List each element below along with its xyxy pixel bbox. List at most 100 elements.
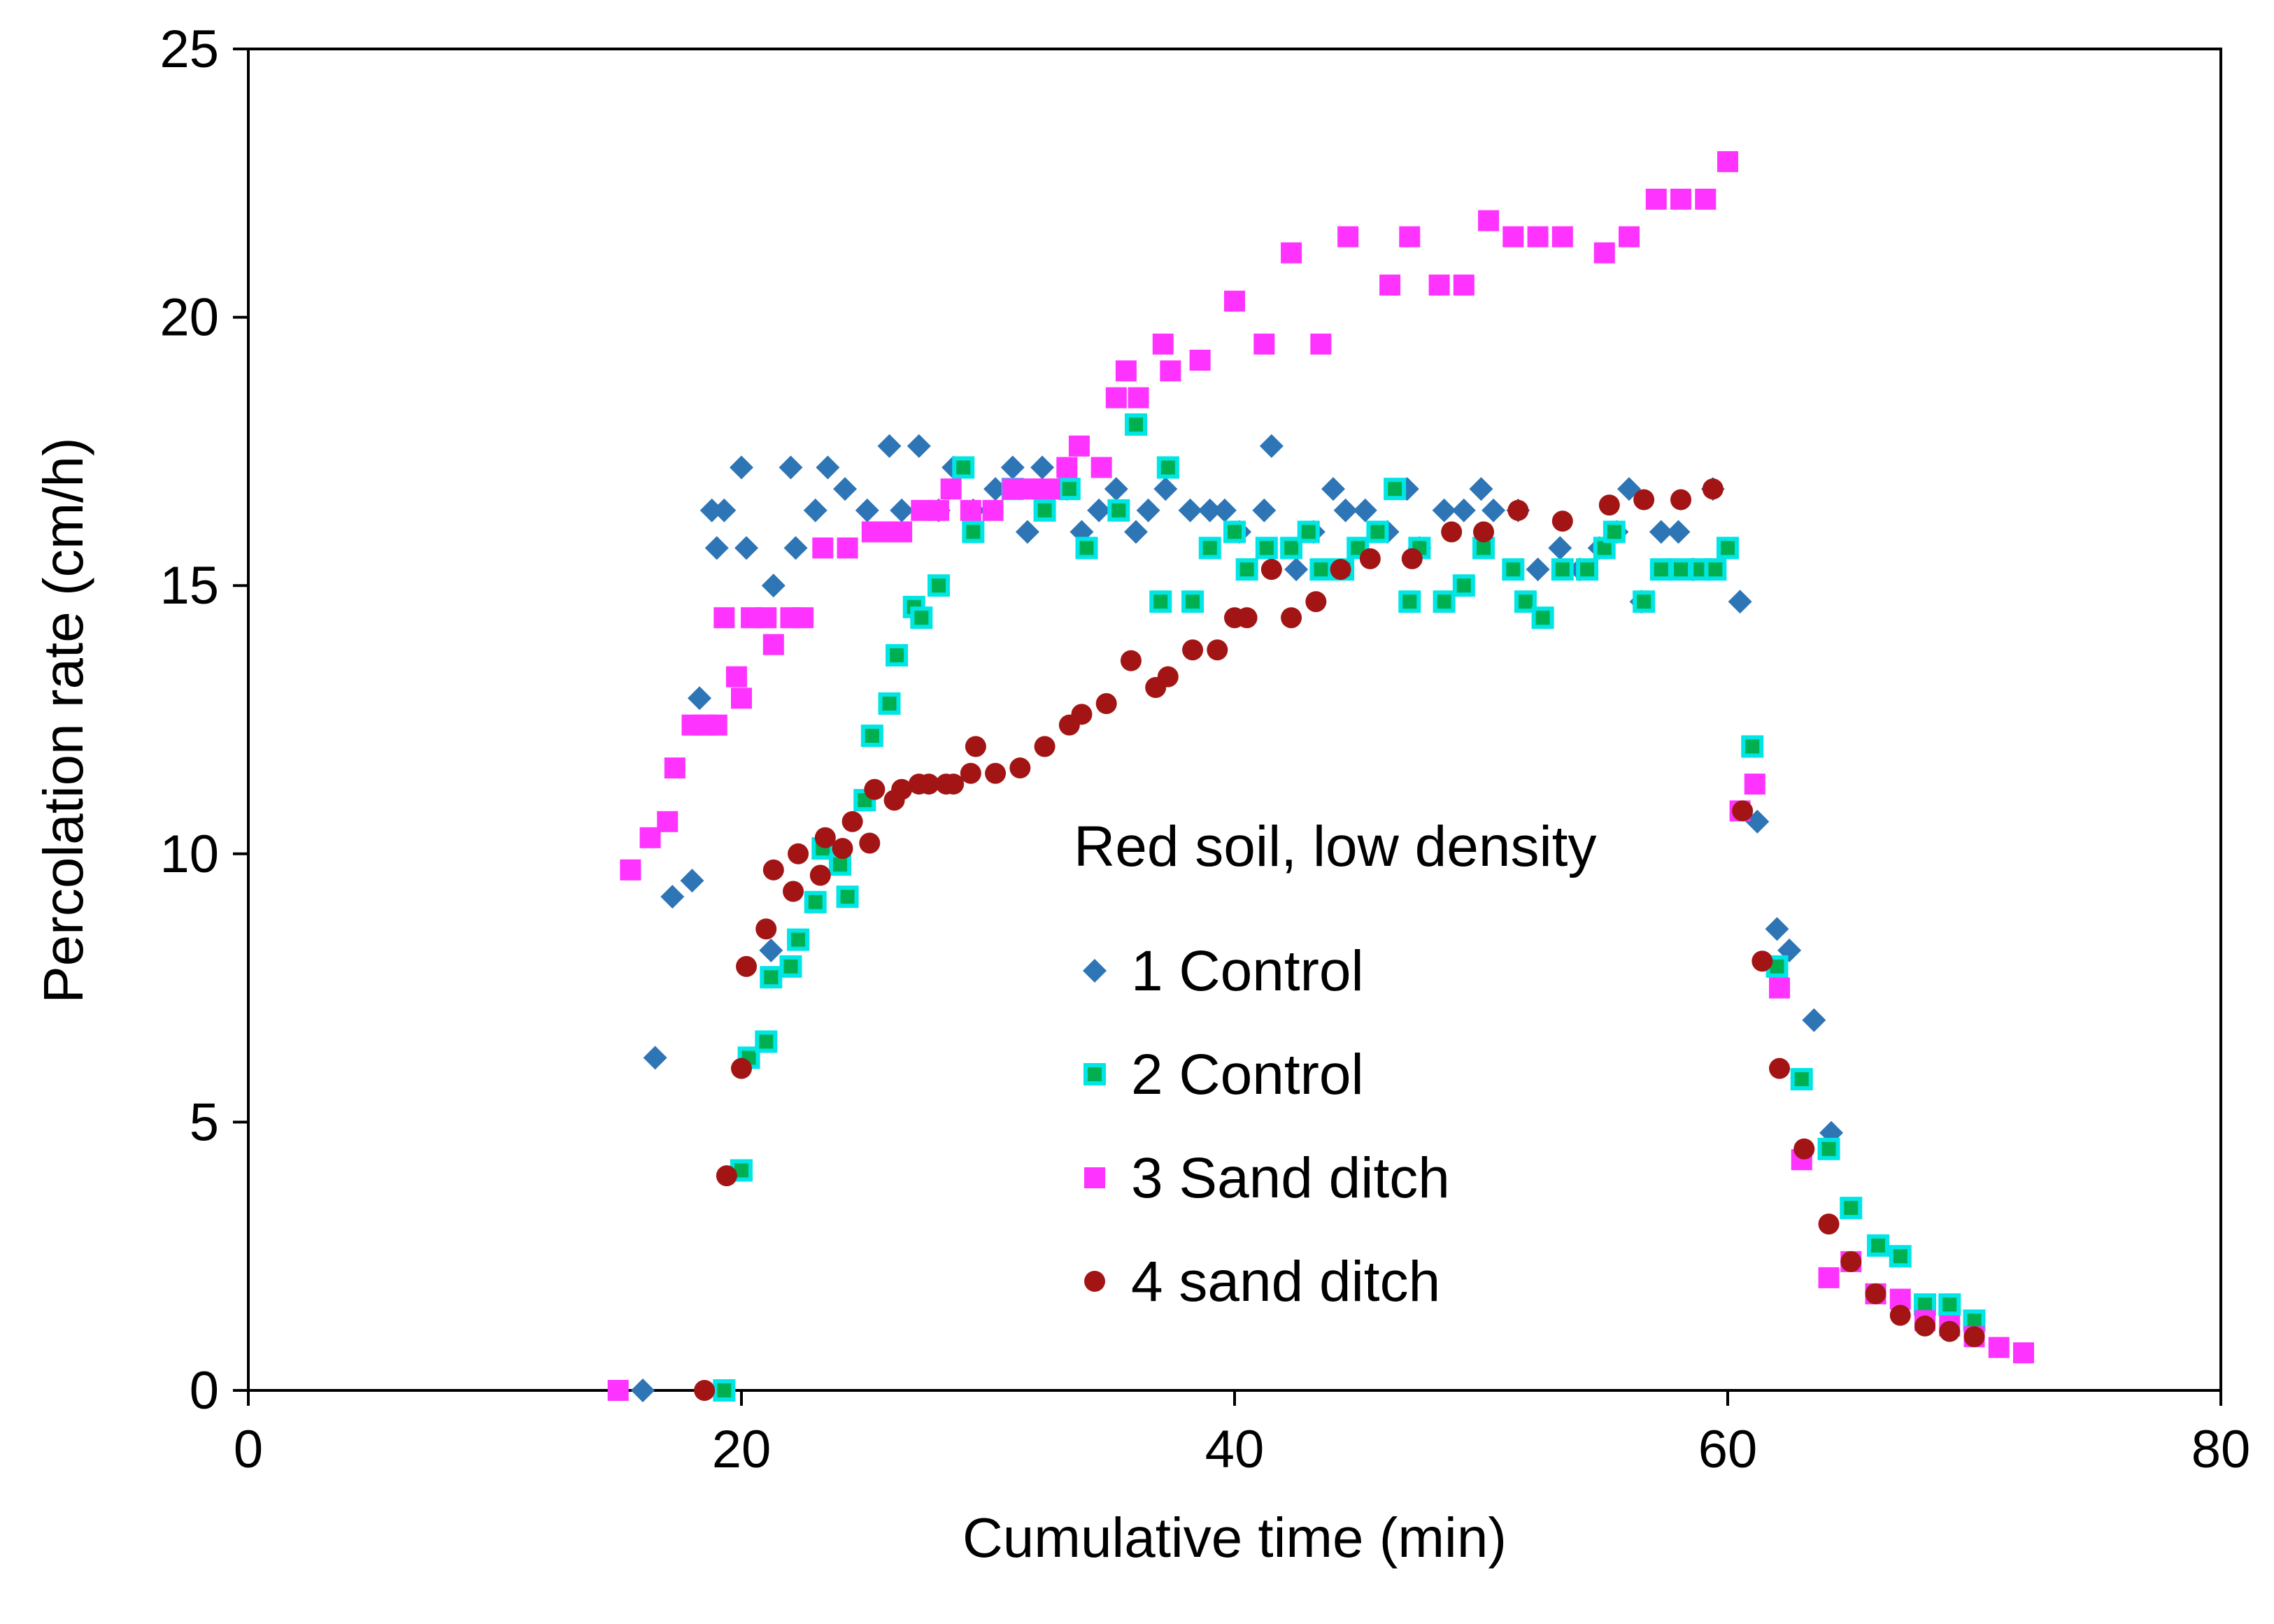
- data-point: [1160, 360, 1181, 382]
- data-point: [960, 762, 981, 784]
- data-point: [731, 1057, 752, 1079]
- data-point: [1398, 590, 1421, 613]
- legend-label: 3 Sand ditch: [1131, 1146, 1450, 1210]
- data-point: [1790, 1068, 1813, 1091]
- data-point: [1399, 226, 1421, 248]
- legend-marker: [1084, 1167, 1105, 1188]
- x-tick-label: 20: [712, 1420, 772, 1479]
- data-point: [1751, 950, 1773, 972]
- data-point: [1432, 498, 1456, 522]
- data-point: [1104, 477, 1128, 501]
- data-point: [1717, 536, 1739, 560]
- data-point: [1576, 558, 1599, 581]
- data-point: [812, 537, 834, 559]
- data-point: [1115, 360, 1137, 382]
- data-point: [1478, 210, 1500, 232]
- data-point: [688, 686, 712, 711]
- data-point: [1181, 590, 1204, 613]
- x-tick-label: 80: [2191, 1420, 2251, 1479]
- data-point: [1223, 520, 1246, 543]
- data-point: [855, 498, 879, 522]
- data-point: [983, 477, 1008, 501]
- data-point: [1645, 188, 1667, 210]
- data-point: [1889, 1304, 1911, 1326]
- data-point: [1157, 666, 1179, 688]
- legend-title: Red soil, low density: [1074, 815, 1596, 878]
- data-point: [1309, 558, 1333, 581]
- data-point: [1120, 650, 1142, 671]
- data-point: [804, 890, 827, 913]
- data-point: [886, 643, 909, 667]
- data-point: [788, 843, 809, 864]
- data-point: [1198, 498, 1222, 522]
- data-point: [1428, 274, 1450, 296]
- data-point: [1260, 559, 1282, 580]
- data-point: [2013, 1342, 2034, 1364]
- data-point: [1353, 498, 1377, 522]
- data-point: [1090, 457, 1112, 478]
- data-point: [841, 811, 863, 832]
- y-tick-label: 15: [159, 556, 219, 615]
- data-point: [1019, 478, 1041, 500]
- data-point: [1224, 290, 1245, 312]
- data-point: [716, 1165, 737, 1187]
- data-point: [1321, 477, 1345, 501]
- data-point: [1704, 558, 1727, 581]
- data-point: [760, 966, 783, 989]
- data-point: [1526, 557, 1550, 582]
- data-point: [1666, 520, 1691, 544]
- data-point: [1255, 536, 1278, 560]
- data-point: [1379, 274, 1401, 296]
- data-point: [1473, 521, 1495, 543]
- data-point: [1149, 590, 1172, 613]
- data-point: [713, 607, 735, 629]
- data-point: [1087, 498, 1111, 522]
- y-tick-label: 10: [159, 825, 219, 884]
- data-point: [940, 478, 962, 500]
- data-point: [1337, 226, 1359, 248]
- data-point: [1670, 558, 1693, 581]
- data-point: [1212, 498, 1237, 522]
- data-point: [877, 434, 902, 458]
- legend-label: 1 Control: [1131, 939, 1364, 1003]
- data-point: [960, 499, 981, 521]
- data-point: [1593, 242, 1615, 264]
- data-point: [1033, 499, 1056, 522]
- data-point: [1107, 499, 1130, 522]
- data-point: [779, 455, 803, 480]
- data-point: [1297, 520, 1320, 543]
- data-point: [1056, 457, 1078, 478]
- data-point: [731, 688, 752, 709]
- data-point: [1818, 1267, 1840, 1288]
- data-point: [783, 881, 804, 902]
- data-point: [1818, 1213, 1840, 1235]
- data-point: [787, 928, 810, 951]
- data-point: [1305, 591, 1327, 613]
- data-point: [1531, 606, 1554, 629]
- data-point: [1236, 607, 1258, 629]
- data-point: [1281, 242, 1302, 264]
- data-point: [1649, 558, 1672, 581]
- data-point: [694, 1380, 716, 1401]
- legend-label: 4 sand ditch: [1131, 1250, 1440, 1313]
- x-tick-label: 60: [1698, 1420, 1758, 1479]
- data-point: [1802, 1008, 1826, 1032]
- data-point: [1502, 226, 1524, 248]
- data-point: [1551, 226, 1573, 248]
- data-point: [1152, 333, 1174, 355]
- data-point: [761, 574, 786, 598]
- data-point: [736, 955, 758, 977]
- data-point: [699, 498, 724, 522]
- data-point: [706, 714, 727, 736]
- data-point: [833, 477, 858, 501]
- data-point: [943, 774, 965, 795]
- y-tick-label: 20: [159, 288, 219, 348]
- data-point: [1284, 557, 1309, 582]
- data-point: [1253, 333, 1275, 355]
- data-point: [928, 574, 950, 597]
- legend-label: 2 Control: [1131, 1043, 1364, 1106]
- data-point: [755, 918, 777, 940]
- data-point: [1551, 558, 1574, 581]
- data-point: [1252, 498, 1277, 522]
- data-point: [1009, 757, 1031, 779]
